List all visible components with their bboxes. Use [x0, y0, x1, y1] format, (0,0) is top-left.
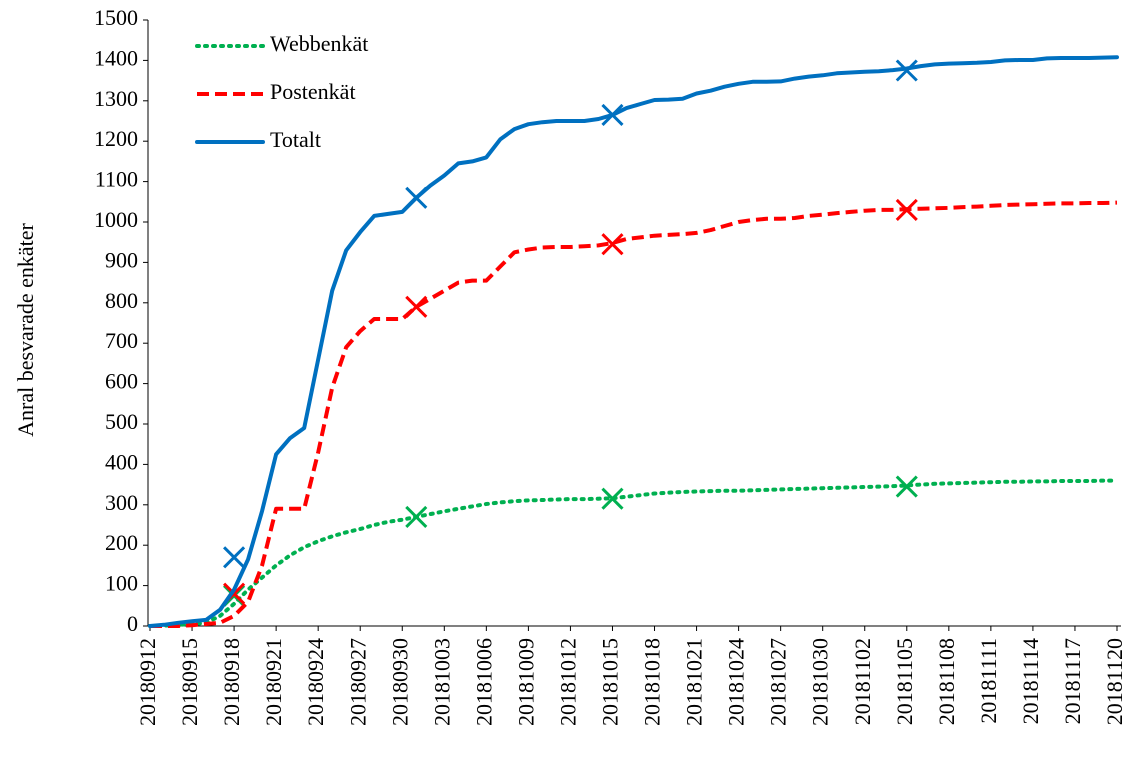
x-tick-label: 20181021 — [682, 638, 707, 726]
x-tick-label: 20181114 — [1018, 638, 1043, 724]
x-tick-label: 20180930 — [387, 638, 412, 726]
x-tick-label: 20180918 — [219, 638, 244, 726]
y-tick-label: 1000 — [94, 207, 138, 232]
y-tick-label: 800 — [105, 288, 138, 313]
y-tick-label: 300 — [105, 490, 138, 515]
x-tick-label: 20180912 — [135, 638, 160, 726]
x-tick-label: 20181027 — [766, 638, 791, 726]
y-tick-label: 100 — [105, 571, 138, 596]
y-tick-label: 500 — [105, 409, 138, 434]
x-tick-label: 20181117 — [1060, 638, 1085, 724]
y-tick-label: 1400 — [94, 45, 138, 70]
y-tick-label: 0 — [127, 611, 138, 636]
x-tick-label: 20180921 — [261, 638, 286, 726]
legend-label: Postenkät — [270, 79, 356, 104]
marker — [223, 546, 246, 569]
x-tick-label: 20181111 — [976, 638, 1001, 724]
legend-label: Webbenkät — [270, 31, 368, 56]
y-tick-label: 400 — [105, 449, 138, 474]
x-tick-label: 20181003 — [429, 638, 454, 726]
x-tick-label: 20181102 — [850, 638, 875, 725]
x-tick-label: 20181120 — [1102, 638, 1127, 725]
marker — [895, 198, 918, 221]
y-tick-label: 900 — [105, 247, 138, 272]
marker — [895, 475, 918, 498]
x-tick-label: 20180915 — [177, 638, 202, 726]
x-tick-label: 20180927 — [345, 638, 370, 726]
marker — [601, 233, 624, 256]
y-tick-label: 700 — [105, 328, 138, 353]
marker — [405, 505, 428, 528]
y-tick-label: 600 — [105, 369, 138, 394]
y-tick-label: 1300 — [94, 86, 138, 111]
y-tick-label: 200 — [105, 530, 138, 555]
marker — [405, 295, 428, 318]
series-line — [148, 55, 1119, 628]
x-tick-label: 20181108 — [934, 638, 959, 725]
y-tick-label: 1100 — [95, 167, 138, 192]
x-tick-label: 20181015 — [598, 638, 623, 726]
x-tick-label: 20181018 — [640, 638, 665, 726]
marker — [405, 186, 428, 209]
series-line — [148, 478, 1119, 628]
marker — [601, 487, 624, 510]
x-tick-label: 20181012 — [555, 638, 580, 726]
series-line — [150, 200, 1118, 628]
x-tick-label: 20180924 — [303, 638, 328, 726]
x-tick-label: 20181006 — [471, 638, 496, 726]
y-tick-label: 1500 — [94, 5, 138, 30]
y-tick-label: 1200 — [94, 126, 138, 151]
marker — [601, 103, 624, 127]
y-axis-label: Anral besvarade enkäter — [13, 222, 38, 436]
x-tick-label: 20181105 — [892, 638, 917, 725]
legend-label: Totalt — [270, 127, 321, 152]
x-tick-label: 20181024 — [724, 638, 749, 726]
marker — [895, 59, 918, 82]
x-tick-label: 20181009 — [513, 638, 538, 726]
x-tick-label: 20181030 — [808, 638, 833, 726]
